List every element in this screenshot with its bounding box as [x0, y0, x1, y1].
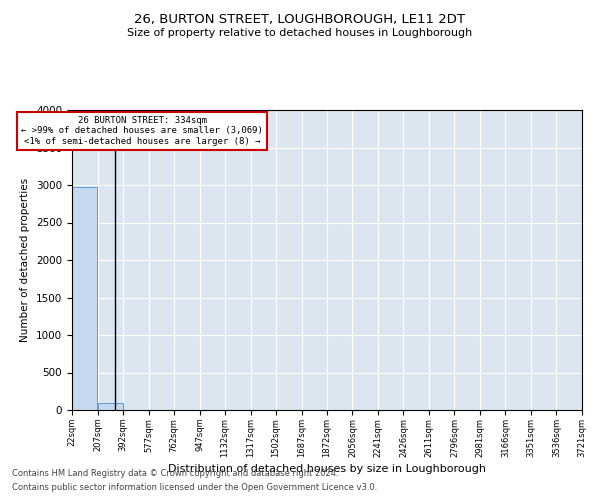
Text: Size of property relative to detached houses in Loughborough: Size of property relative to detached ho… — [127, 28, 473, 38]
Text: Contains HM Land Registry data © Crown copyright and database right 2024.: Contains HM Land Registry data © Crown c… — [12, 468, 338, 477]
X-axis label: Distribution of detached houses by size in Loughborough: Distribution of detached houses by size … — [168, 464, 486, 474]
Text: 26 BURTON STREET: 334sqm
← >99% of detached houses are smaller (3,069)
<1% of se: 26 BURTON STREET: 334sqm ← >99% of detac… — [21, 116, 263, 146]
Bar — [72, 186, 97, 410]
Text: Contains public sector information licensed under the Open Government Licence v3: Contains public sector information licen… — [12, 484, 377, 492]
Bar — [98, 402, 123, 410]
Y-axis label: Number of detached properties: Number of detached properties — [20, 178, 31, 342]
Text: 26, BURTON STREET, LOUGHBOROUGH, LE11 2DT: 26, BURTON STREET, LOUGHBOROUGH, LE11 2D… — [134, 12, 466, 26]
